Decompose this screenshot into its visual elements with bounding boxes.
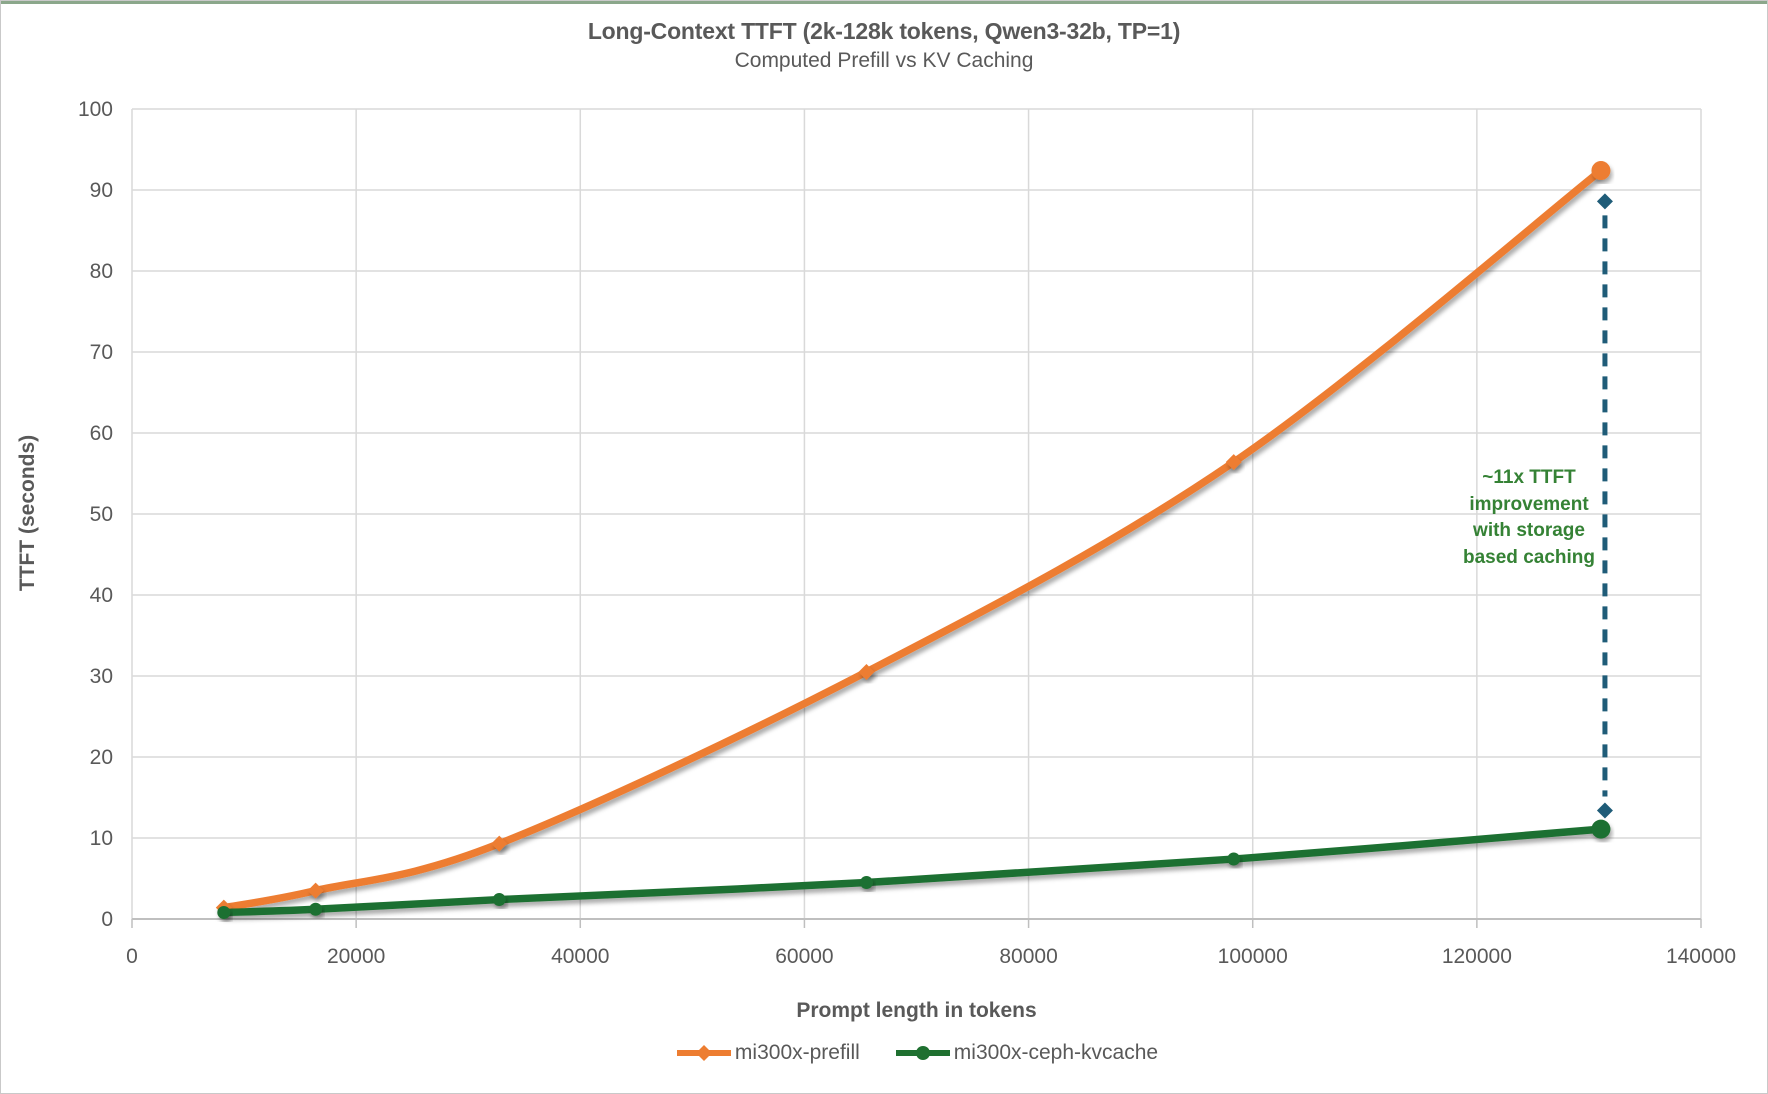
y-tick-label: 10 — [90, 827, 113, 850]
data-point-marker — [1225, 454, 1242, 471]
series-line-mi300x-ceph-kvcache — [220, 825, 1605, 917]
y-axis-title: TTFT (seconds) — [16, 434, 39, 592]
annotation-text-line: ~11x TTFT — [1482, 467, 1576, 488]
legend-label: mi300x-prefill — [734, 1041, 860, 1064]
x-tick-label: 140000 — [1666, 945, 1736, 968]
data-point-marker — [858, 663, 875, 680]
chart-subtitle: Computed Prefill vs KV Caching — [734, 49, 1034, 72]
data-point-marker — [859, 876, 873, 890]
annotation-text: ~11x TTFT improvement with storage based ca… — [1453, 465, 1605, 571]
legend-marker-icon — [895, 1046, 950, 1060]
data-point-marker — [309, 902, 323, 916]
y-tick-label: 20 — [90, 746, 113, 769]
legend-item-mi300x-prefill: mi300x-prefill — [675, 1041, 860, 1065]
x-tick-label: 40000 — [551, 945, 609, 968]
chart-title: Long-Context TTFT (2k-128k tokens, Qwen3… — [587, 18, 1181, 44]
x-axis-title: Prompt length in tokens — [796, 999, 1037, 1022]
x-tick-label: 60000 — [775, 945, 833, 968]
y-tick-label: 60 — [90, 422, 113, 445]
y-tick-label: 50 — [90, 503, 113, 526]
annotation-text-line: based caching — [1463, 546, 1595, 568]
x-tick-label: 20000 — [327, 945, 385, 968]
annotation-text-line: with storage — [1473, 520, 1585, 541]
y-tick-label: 0 — [101, 908, 113, 931]
window-top-edge — [1, 1, 1767, 4]
data-point-marker — [307, 882, 324, 899]
data-point-marker — [1591, 819, 1611, 839]
legend: mi300x-prefill mi300x-ceph-kvcache — [132, 1041, 1701, 1065]
annotation-text-line: improvement — [1469, 493, 1589, 515]
y-tick-label: 70 — [90, 341, 113, 364]
y-tick-label: 30 — [90, 665, 113, 688]
series-line-mi300x-prefill — [220, 166, 1605, 912]
y-tick-label: 80 — [90, 260, 113, 283]
x-tick-label: 100000 — [1218, 945, 1288, 968]
data-point-marker — [217, 906, 231, 920]
annotation-diamond-marker — [1596, 193, 1613, 210]
data-point-marker — [1591, 161, 1611, 181]
x-tick-label: 0 — [126, 945, 138, 968]
legend-label: mi300x-ceph-kvcache — [953, 1041, 1159, 1064]
x-tick-label: 120000 — [1442, 945, 1512, 968]
data-point-marker — [492, 893, 506, 907]
y-tick-label: 90 — [90, 179, 113, 202]
legend-marker-icon — [676, 1045, 731, 1061]
annotation-diamond-marker — [1596, 802, 1613, 819]
legend-item-mi300x-ceph-kvcache: mi300x-ceph-kvcache — [894, 1041, 1158, 1065]
y-tick-label: 100 — [78, 98, 113, 121]
x-tick-label: 80000 — [999, 945, 1057, 968]
data-point-marker — [491, 835, 508, 852]
y-tick-label: 40 — [90, 584, 113, 607]
data-point-marker — [1227, 852, 1241, 866]
